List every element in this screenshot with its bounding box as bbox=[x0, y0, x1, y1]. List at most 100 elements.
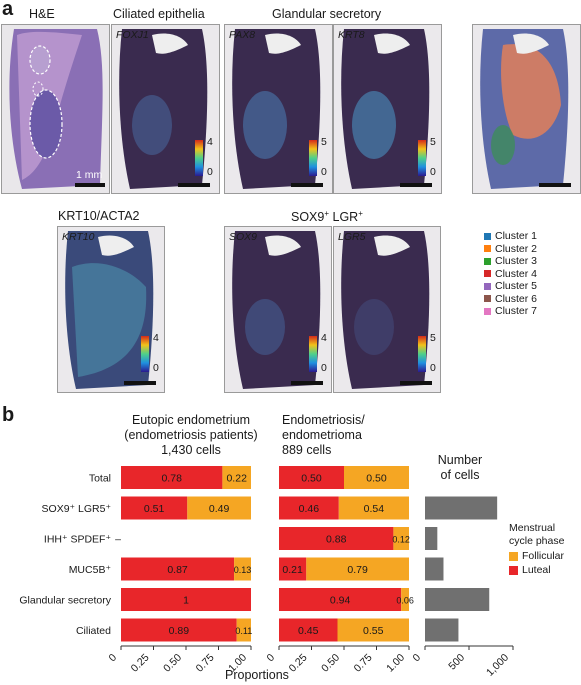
cluster-legend-item: Cluster 2 bbox=[484, 243, 537, 256]
bar-follicular bbox=[234, 557, 251, 581]
data-label-luteal: 0.89 bbox=[169, 625, 190, 637]
scale-bar-label: 1 mm bbox=[76, 169, 103, 181]
data-label-follicular: 0.50 bbox=[366, 473, 387, 485]
bar-luteal bbox=[279, 618, 338, 642]
data-label-luteal: 0.78 bbox=[161, 473, 182, 485]
he-title: H&E bbox=[29, 7, 55, 21]
x-tick-label: 0 bbox=[265, 652, 278, 665]
bar-cell-count bbox=[425, 557, 444, 581]
cluster-swatch bbox=[484, 232, 491, 240]
x-tick-label: 1,000 bbox=[484, 652, 511, 679]
bar-luteal bbox=[121, 496, 188, 520]
row-label: SOX9⁺ LGR5⁺ bbox=[42, 503, 111, 515]
cluster-swatch bbox=[484, 295, 491, 303]
panel-a-letter: a bbox=[2, 0, 14, 20]
krt8-tissue-image: KRT8 bbox=[333, 24, 442, 194]
colorbar-min: 0 bbox=[430, 166, 436, 178]
data-label-follicular: 0.13 bbox=[234, 565, 252, 575]
colorbar-min: 0 bbox=[207, 166, 213, 178]
cluster-legend-item: Cluster 3 bbox=[484, 255, 537, 268]
x-tick-label: 0.50 bbox=[161, 652, 184, 675]
cluster-legend-item: Cluster 5 bbox=[484, 280, 537, 293]
phase-legend: Follicular Luteal bbox=[509, 549, 564, 577]
colorbar-min: 0 bbox=[430, 362, 436, 374]
data-label-luteal: 1 bbox=[183, 595, 189, 607]
cluster-label: Cluster 5 bbox=[495, 280, 538, 293]
col3-title: Number of cells bbox=[437, 453, 483, 482]
krt10-title: KRT10/ACTA2 bbox=[58, 209, 140, 223]
bar-luteal bbox=[121, 557, 235, 581]
colorbar-min: 0 bbox=[321, 166, 327, 178]
colorbar-min: 0 bbox=[321, 362, 327, 374]
he-tissue-image: 1 mm bbox=[1, 24, 110, 194]
bar-follicular bbox=[236, 618, 251, 642]
bar-cell-count bbox=[425, 588, 490, 611]
col1-title: Eutopic endometrium (endometriosis patie… bbox=[124, 413, 258, 457]
colorbar-sox9: 4 0 bbox=[309, 332, 327, 377]
bar-luteal bbox=[279, 466, 344, 489]
row-label: Glandular secretory bbox=[19, 595, 111, 607]
foxj1-tissue-image: FOXJ1 bbox=[111, 24, 220, 194]
x-tick-label: 500 bbox=[446, 652, 467, 673]
cluster-tissue-image bbox=[472, 24, 581, 194]
colorbar-lgr5: 5 0 bbox=[418, 332, 436, 377]
cluster-legend-item: Cluster 1 bbox=[484, 230, 537, 243]
data-label-luteal: 0.21 bbox=[282, 564, 303, 576]
cluster-legend-item: Cluster 4 bbox=[484, 268, 537, 281]
data-label-follicular: 0.12 bbox=[392, 535, 410, 545]
data-label-follicular: 0.06 bbox=[396, 596, 414, 606]
x-tick-label: 0.50 bbox=[319, 652, 342, 675]
gene-label-lgr5: LGR5 bbox=[338, 231, 366, 243]
panel-b-letter: b bbox=[2, 404, 15, 426]
sox9-tissue-image: SOX9 bbox=[224, 226, 332, 393]
phase-label: Follicular bbox=[522, 550, 565, 562]
data-label-follicular: 0.11 bbox=[235, 626, 252, 636]
colorbar-foxj1: 4 0 bbox=[195, 136, 213, 181]
gene-label-foxj1: FOXJ1 bbox=[116, 29, 149, 41]
colorbar-pax8: 5 0 bbox=[309, 136, 327, 181]
row-label: IHH⁺ SPDEF⁺ bbox=[44, 534, 111, 546]
gene-label-sox9: SOX9 bbox=[229, 231, 258, 243]
cluster-label: Cluster 1 bbox=[495, 230, 538, 243]
bar-follicular bbox=[222, 466, 251, 489]
data-label-luteal: 0.45 bbox=[298, 625, 319, 637]
data-label-luteal: 0.50 bbox=[301, 473, 322, 485]
data-label-follicular: 0.49 bbox=[209, 503, 230, 515]
cluster-legend-item: Cluster 6 bbox=[484, 293, 537, 306]
sox9-lgr-title: SOX9+ LGR+ bbox=[291, 209, 363, 225]
data-label-luteal: 0.87 bbox=[167, 564, 188, 576]
bar-luteal bbox=[279, 557, 307, 581]
bar-luteal bbox=[121, 618, 237, 642]
cluster-label: Cluster 3 bbox=[495, 255, 538, 268]
row-label: Total bbox=[89, 473, 111, 485]
bar-luteal bbox=[121, 588, 251, 611]
cluster-swatch bbox=[484, 270, 491, 278]
cluster-label: Cluster 4 bbox=[495, 267, 538, 280]
bar-follicular bbox=[393, 527, 409, 550]
colorbar-max: 5 bbox=[430, 136, 436, 148]
colorbar-krt8: 5 0 bbox=[418, 136, 436, 181]
data-label-follicular: 0.79 bbox=[347, 564, 368, 576]
gene-label-krt8: KRT8 bbox=[338, 29, 365, 41]
x-tick-label: 0.75 bbox=[194, 652, 217, 675]
bar-luteal bbox=[121, 466, 223, 489]
bar-follicular bbox=[306, 557, 409, 581]
bar-follicular bbox=[344, 466, 409, 489]
ciliated-title: Ciliated epithelia bbox=[113, 7, 205, 21]
phase-swatch bbox=[509, 551, 518, 561]
panel-b-chart: Total SOX9⁺ LGR5⁺ IHH⁺ SPDEF⁺ MUC5B⁺ Glandul… bbox=[19, 466, 514, 679]
glandular-title: Glandular secretory bbox=[272, 7, 382, 21]
data-label-follicular: 0.54 bbox=[364, 503, 385, 515]
colorbar-max: 5 bbox=[321, 136, 327, 148]
x-tick-label: 0 bbox=[107, 652, 120, 665]
x-axis-label: Proportions bbox=[225, 668, 289, 682]
data-label-luteal: 0.46 bbox=[299, 503, 320, 515]
row-label: Ciliated bbox=[76, 625, 111, 637]
row-label: MUC5B⁺ bbox=[69, 564, 111, 576]
data-label-luteal: 0.51 bbox=[144, 503, 165, 515]
cluster-label: Cluster 6 bbox=[495, 292, 538, 305]
cluster-label: Cluster 7 bbox=[495, 305, 538, 318]
bar-follicular bbox=[338, 496, 409, 520]
x-tick-label: 1.00 bbox=[384, 652, 407, 675]
bar-cell-count bbox=[425, 496, 498, 520]
